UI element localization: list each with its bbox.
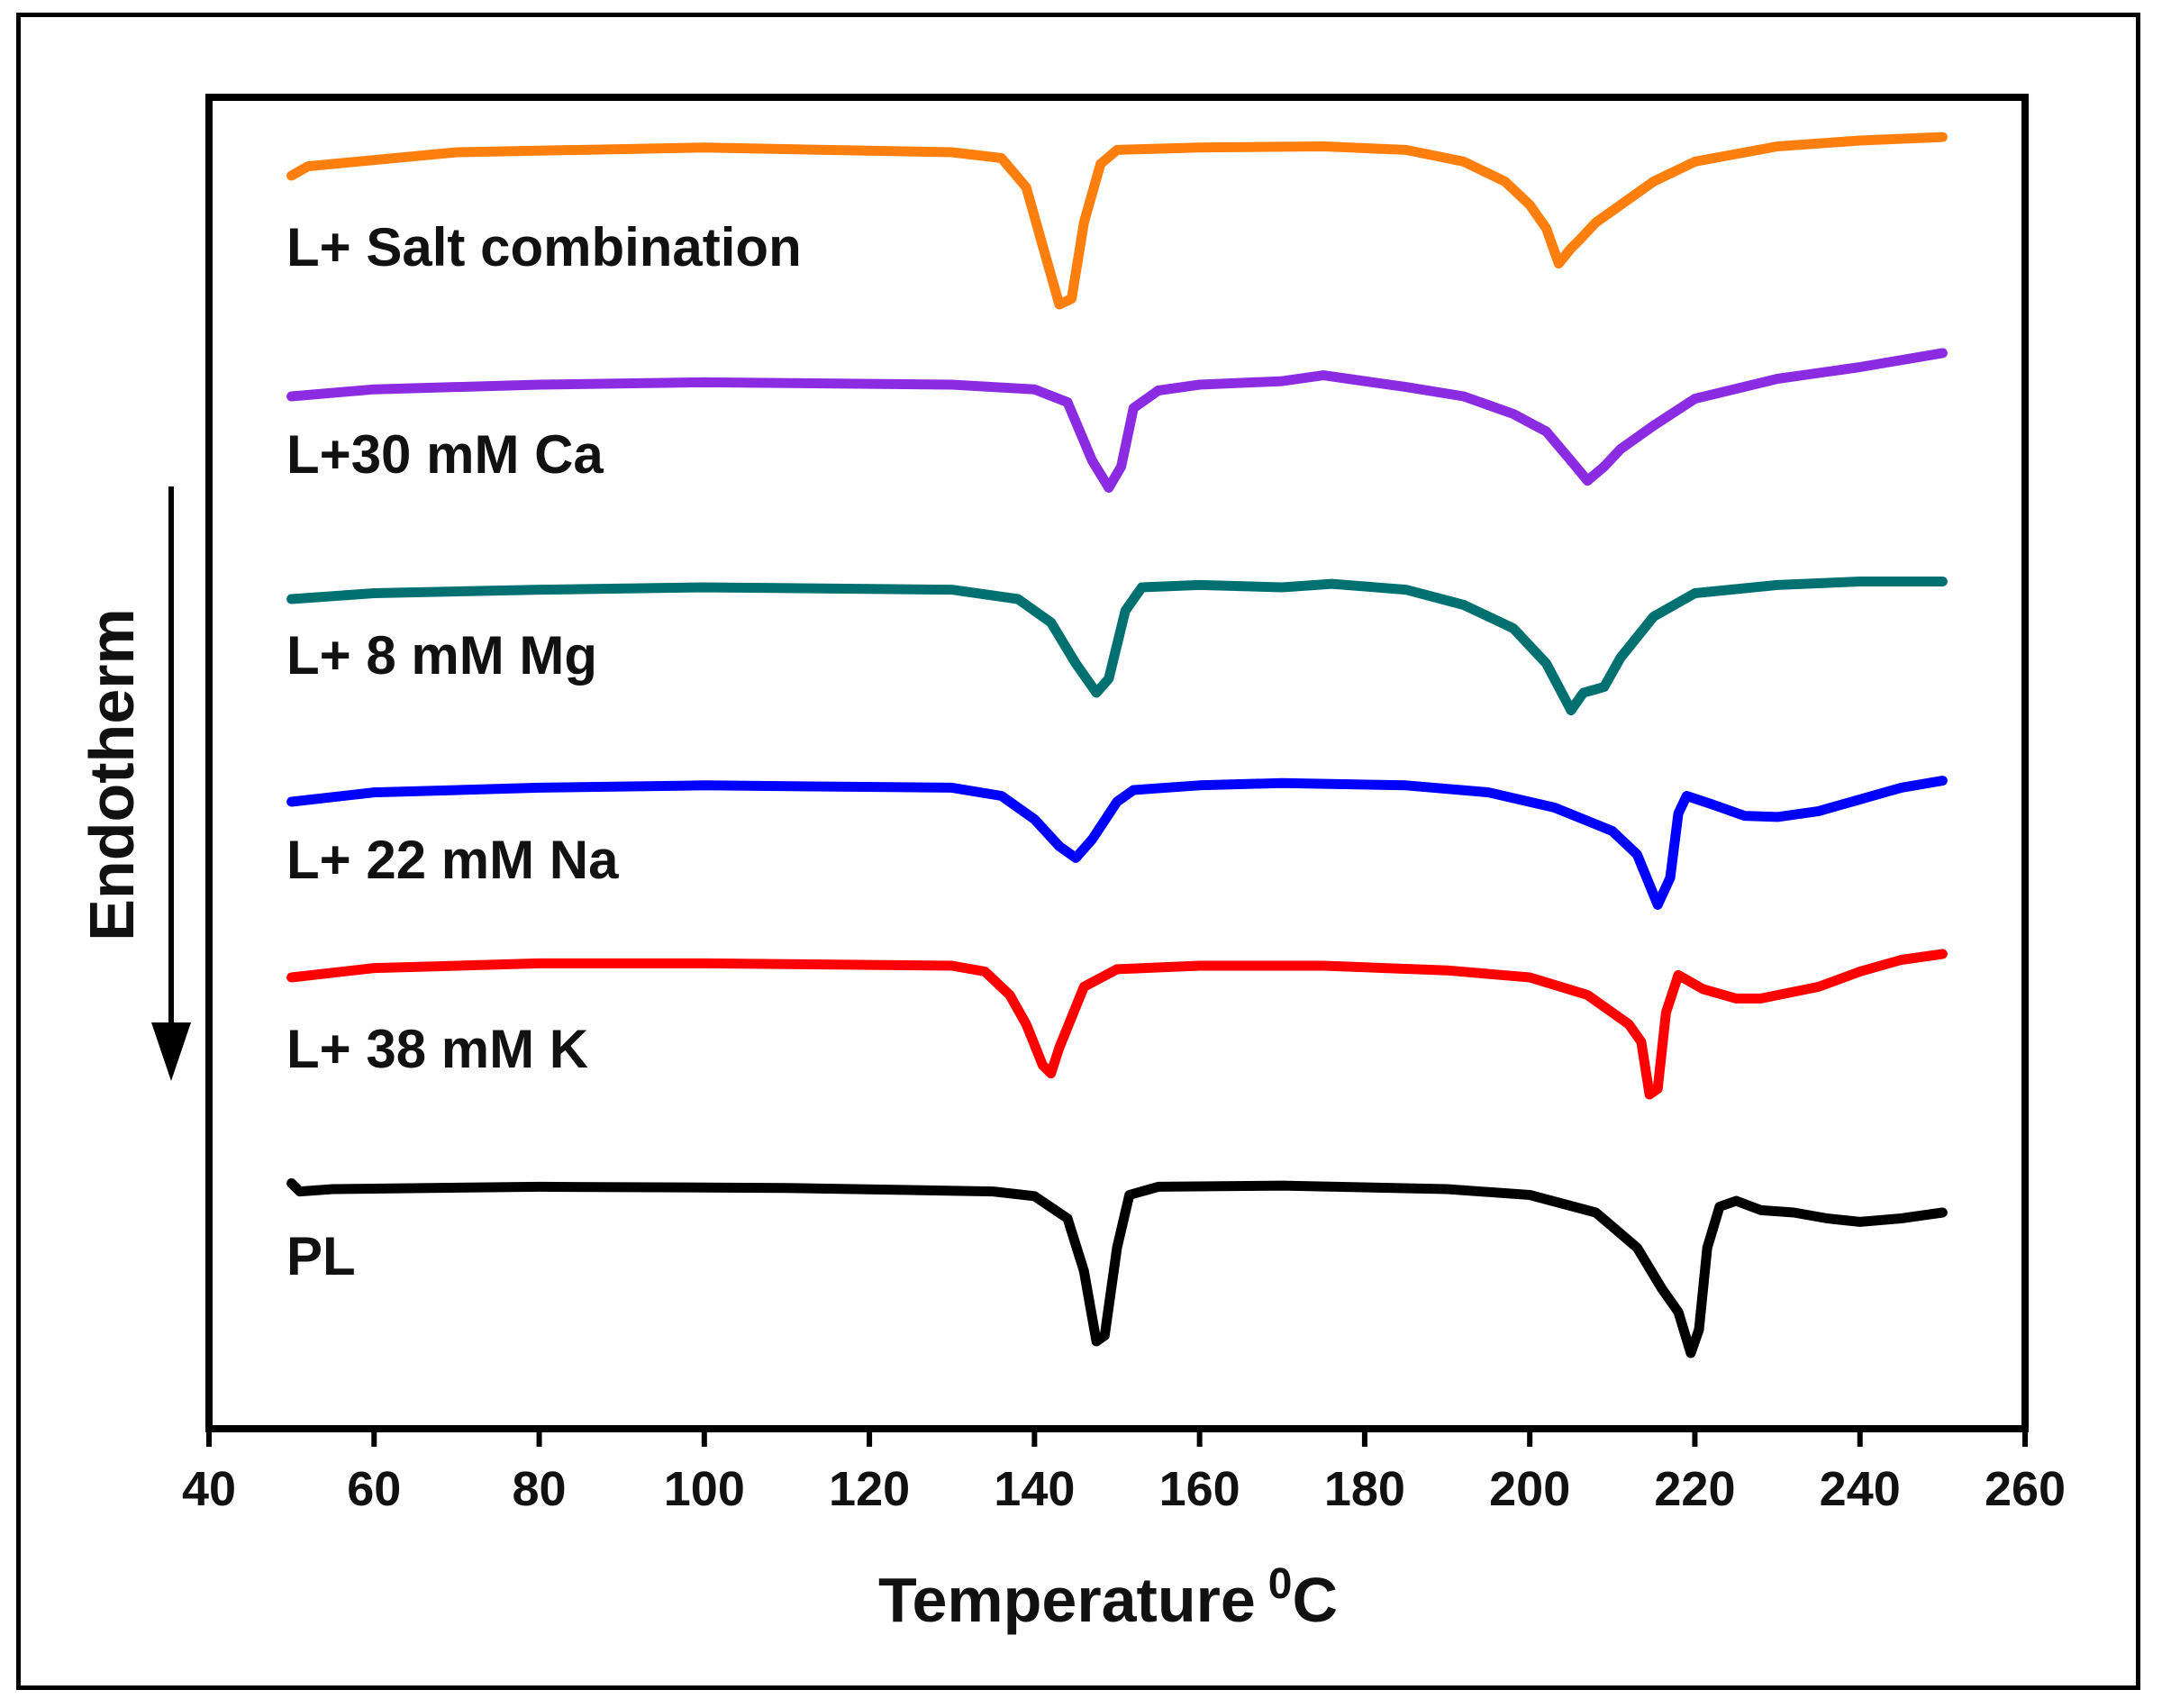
x-axis-title-text: Temperature — [878, 1565, 1256, 1635]
y-axis-title: Endotherm — [77, 608, 147, 940]
series-line-1 — [286, 348, 1948, 493]
x-axis-title-sup: 0 — [1268, 1560, 1293, 1608]
x-axis-title: Temperature 0C — [878, 1560, 1338, 1635]
x-tick-label: 200 — [1489, 1462, 1570, 1516]
series-label-4: L+ 38 mM K — [286, 1019, 588, 1079]
x-tick-label: 260 — [1985, 1462, 2066, 1516]
x-tick-label: 60 — [347, 1462, 401, 1516]
series-label-0: L+ Salt combination — [286, 217, 802, 277]
series-label-3: L+ 22 mM Na — [286, 830, 619, 890]
series-label-2: L+ 8 mM Mg — [286, 625, 597, 686]
series-line-3 — [286, 776, 1948, 910]
series-layer — [286, 132, 1948, 1358]
x-tick-label: 160 — [1159, 1462, 1240, 1516]
series-label-5: PL — [286, 1226, 356, 1286]
x-tick-label: 140 — [994, 1462, 1075, 1516]
x-tick-label: 120 — [829, 1462, 910, 1516]
series-line-5 — [286, 1178, 1948, 1358]
series-line-2 — [286, 577, 1948, 715]
x-tick-label: 240 — [1820, 1462, 1901, 1516]
series-line-4 — [286, 949, 1948, 1100]
series-label-1: L+30 mM Ca — [286, 424, 604, 485]
endotherm-arrow — [151, 486, 191, 1081]
x-tick-label: 40 — [182, 1462, 236, 1516]
x-tick-label: 80 — [513, 1462, 567, 1516]
x-tick-label: 100 — [664, 1462, 745, 1516]
series-line-0 — [286, 132, 1948, 310]
x-tick-label: 220 — [1654, 1462, 1735, 1516]
x-axis: 40 60 80 100 120 140 160 180 200 220 240 260 — [182, 1429, 2066, 1516]
series-labels: L+ Salt combination L+30 mM Ca L+ 8 mM Mg L… — [286, 217, 802, 1286]
x-tick-label: 180 — [1324, 1462, 1405, 1516]
x-axis-title-unit: C — [1292, 1565, 1338, 1635]
plot-area — [205, 94, 2029, 1432]
